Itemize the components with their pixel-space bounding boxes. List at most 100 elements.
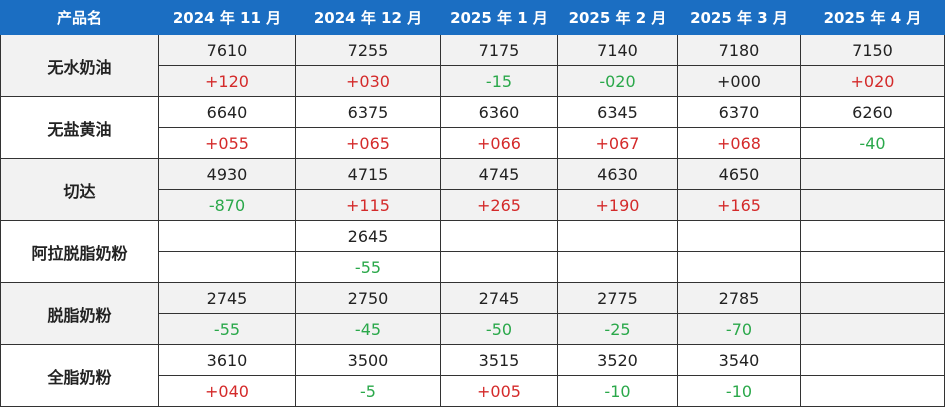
price-cell: 2750 [295, 282, 441, 314]
change-cell: +165 [677, 189, 801, 221]
change-cell: -55 [158, 313, 296, 345]
product-name: 阿拉脱脂奶粉 [0, 220, 159, 283]
price-cell: 3540 [677, 344, 801, 376]
change-cell: -5 [295, 375, 441, 407]
price-cell: 6370 [677, 96, 801, 128]
price-row: 切达 4930 4715 4745 4630 4650 [0, 158, 945, 221]
change-cell: +030 [295, 65, 441, 97]
change-cell: +020 [800, 65, 945, 97]
price-cell: 7150 [800, 34, 945, 66]
change-row: -55 -45 -50 -25 -70 [1, 313, 945, 345]
header-cell: 2025 年 4 月 [800, 0, 945, 35]
change-cell: -10 [677, 375, 801, 407]
price-cell: 3515 [440, 344, 558, 376]
change-cell [800, 189, 945, 221]
change-cell: +120 [158, 65, 296, 97]
price-cell: 6640 [158, 96, 296, 128]
price-cell [800, 220, 945, 252]
price-cell: 7140 [557, 34, 678, 66]
change-cell: +005 [440, 375, 558, 407]
price-cell: 6375 [295, 96, 441, 128]
header-cell: 2025 年 2 月 [557, 0, 678, 35]
price-row: 无盐黄油 6640 6375 6360 6345 6370 6260 [0, 96, 945, 159]
change-cell: +265 [440, 189, 558, 221]
price-cell [158, 220, 296, 252]
change-cell [440, 251, 558, 283]
price-cell [800, 344, 945, 376]
price-cell: 7175 [440, 34, 558, 66]
price-cell: 2745 [158, 282, 296, 314]
price-cell: 6260 [800, 96, 945, 128]
change-row: -870 +115 +265 +190 +165 [1, 189, 945, 221]
price-table: 产品名 2024 年 11 月 2024 年 12 月 2025 年 1 月 2025 … [0, 0, 945, 407]
product-name: 切达 [0, 158, 159, 221]
price-cell: 7610 [158, 34, 296, 66]
change-row: +120 +030 -15 -020 +000 +020 [1, 65, 945, 97]
price-cell [677, 220, 801, 252]
change-cell [800, 251, 945, 283]
change-row: +055 +065 +066 +067 +068 -40 [1, 127, 945, 159]
change-cell [800, 375, 945, 407]
product-name: 脱脂奶粉 [0, 282, 159, 345]
change-cell: +190 [557, 189, 678, 221]
header-cell: 2025 年 1 月 [440, 0, 558, 35]
header-cell: 2024 年 11 月 [158, 0, 296, 35]
change-cell: +055 [158, 127, 296, 159]
change-cell: -55 [295, 251, 441, 283]
price-cell: 2785 [677, 282, 801, 314]
change-cell: -40 [800, 127, 945, 159]
change-cell: -10 [557, 375, 678, 407]
price-cell: 4930 [158, 158, 296, 190]
price-cell: 2645 [295, 220, 441, 252]
change-cell: -45 [295, 313, 441, 345]
price-cell: 7255 [295, 34, 441, 66]
price-row: 阿拉脱脂奶粉 2645 [0, 220, 945, 283]
change-cell: +040 [158, 375, 296, 407]
price-cell [440, 220, 558, 252]
price-cell: 6360 [440, 96, 558, 128]
change-cell: -15 [440, 65, 558, 97]
price-cell: 3500 [295, 344, 441, 376]
price-row: 全脂奶粉 3610 3500 3515 3520 3540 [0, 344, 945, 407]
table-body: 无水奶油 7610 7255 7175 7140 7180 7150 +120 +030 -15-… [0, 34, 945, 407]
change-cell: -25 [557, 313, 678, 345]
change-cell: +066 [440, 127, 558, 159]
header-cell: 2025 年 3 月 [677, 0, 801, 35]
change-cell: +115 [295, 189, 441, 221]
price-row: 脱脂奶粉 2745 2750 2745 2775 2785 [0, 282, 945, 345]
price-cell: 6345 [557, 96, 678, 128]
price-cell: 4715 [295, 158, 441, 190]
header-cell: 产品名 [0, 0, 159, 35]
price-row: 无水奶油 7610 7255 7175 7140 7180 7150 [0, 34, 945, 97]
change-cell: -50 [440, 313, 558, 345]
price-cell: 4745 [440, 158, 558, 190]
price-cell: 2775 [557, 282, 678, 314]
change-cell: +068 [677, 127, 801, 159]
price-cell: 3520 [557, 344, 678, 376]
change-cell: +000 [677, 65, 801, 97]
price-cell: 2745 [440, 282, 558, 314]
price-cell [800, 158, 945, 190]
change-cell [557, 251, 678, 283]
price-cell [557, 220, 678, 252]
change-cell [677, 251, 801, 283]
header-row: 产品名 2024 年 11 月 2024 年 12 月 2025 年 1 月 2025 … [0, 0, 945, 35]
change-cell: -870 [158, 189, 296, 221]
price-cell: 3610 [158, 344, 296, 376]
change-cell [158, 251, 296, 283]
change-row: +040 -5 +005 -10 -10 [1, 375, 945, 407]
price-cell: 4650 [677, 158, 801, 190]
change-cell: +067 [557, 127, 678, 159]
header-cell: 2024 年 12 月 [295, 0, 441, 35]
product-name: 无盐黄油 [0, 96, 159, 159]
change-cell [800, 313, 945, 345]
change-cell: +065 [295, 127, 441, 159]
change-cell: -020 [557, 65, 678, 97]
change-row: -55 [1, 251, 945, 283]
change-cell: -70 [677, 313, 801, 345]
product-name: 无水奶油 [0, 34, 159, 97]
price-cell [800, 282, 945, 314]
price-cell: 4630 [557, 158, 678, 190]
price-cell: 7180 [677, 34, 801, 66]
